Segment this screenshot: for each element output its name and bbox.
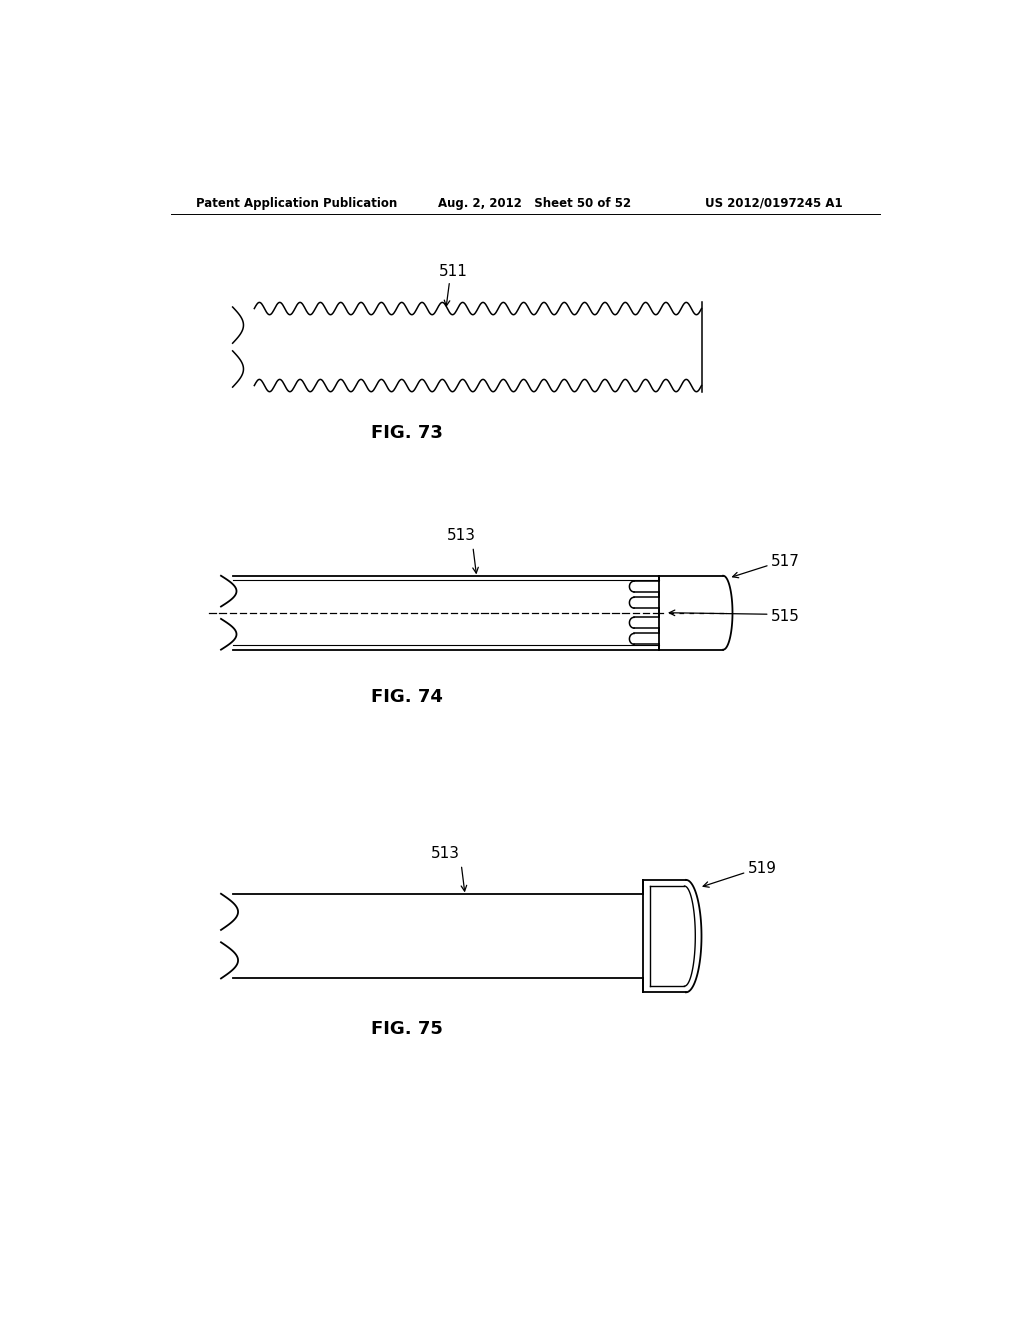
Text: 515: 515 bbox=[771, 609, 800, 624]
Text: FIG. 75: FIG. 75 bbox=[371, 1019, 443, 1038]
Text: FIG. 74: FIG. 74 bbox=[371, 689, 443, 706]
Text: Patent Application Publication: Patent Application Publication bbox=[197, 197, 397, 210]
Text: US 2012/0197245 A1: US 2012/0197245 A1 bbox=[706, 197, 843, 210]
Text: 519: 519 bbox=[748, 861, 777, 876]
Text: 513: 513 bbox=[431, 846, 460, 862]
Text: 517: 517 bbox=[771, 554, 800, 569]
Text: FIG. 73: FIG. 73 bbox=[371, 424, 443, 442]
Text: Aug. 2, 2012   Sheet 50 of 52: Aug. 2, 2012 Sheet 50 of 52 bbox=[438, 197, 631, 210]
Text: 511: 511 bbox=[439, 264, 468, 280]
Text: 513: 513 bbox=[446, 528, 476, 544]
